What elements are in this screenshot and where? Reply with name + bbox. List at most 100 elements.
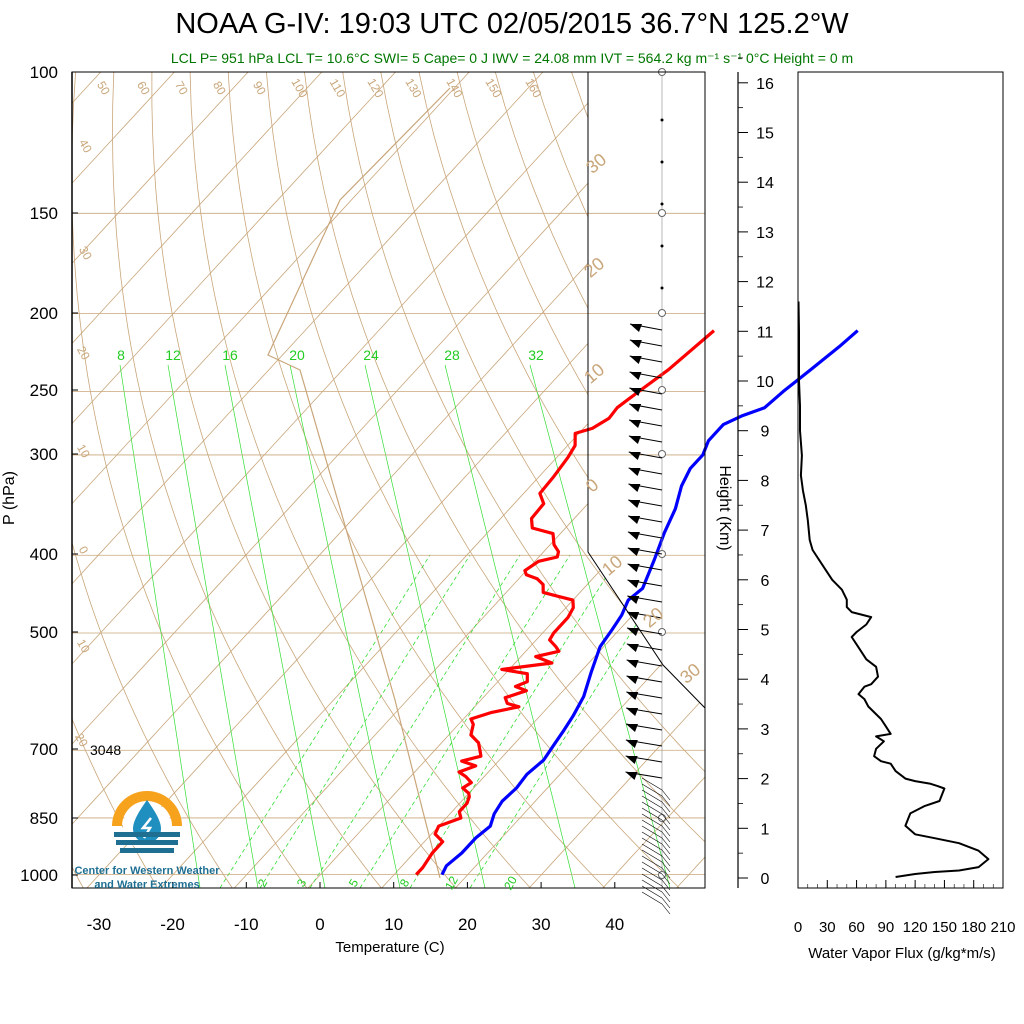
isotherm-line [72,135,705,825]
height-tick-label: 10 [756,374,774,391]
height-tick-label: 14 [756,175,774,192]
wind-barb-flag [627,596,640,604]
wind-barb-flag [629,372,642,380]
mixing-ratio-line [259,554,471,888]
wind-barb-flag [628,500,641,508]
isohume-line [119,364,201,888]
height-tick-label: 15 [756,126,774,143]
mixing-ratio-label: 2 [255,876,271,889]
p-tick-label: 850 [30,809,58,828]
wvf-tick-label: 150 [932,919,957,936]
logo-org-line1: Center for Western Weather [74,865,220,877]
mixing-ratio-line [219,554,431,888]
mixing-ratio-line [409,554,621,888]
wind-barb-low [641,837,663,851]
barb-calm-circle [658,450,666,458]
cw3e-logo: Center for Western Weather and Water Ext… [74,791,220,891]
dry-adiabat-line [72,717,159,888]
mixing-ratio-line [309,554,521,888]
dry-adiabat-line [839,72,1024,892]
dry-adiabat-line [418,72,705,633]
barb-calm-circle [658,628,666,636]
height-annotation: 3048 [90,742,121,758]
isohume-line [167,364,259,888]
wind-barb-flag [625,740,638,748]
p-tick-label: 400 [30,545,58,564]
t-tick-label: 0 [315,915,324,934]
wind-barb-low [641,855,663,869]
wind-barb-low [641,849,663,863]
t-tick-label: -10 [234,915,259,934]
dry-adiabat-line [72,72,308,888]
wind-barb-low [641,891,663,905]
dry-adiabat-label: 60 [134,79,153,98]
dry-adiabat-label: 20 [74,344,93,363]
wind-barb-low [641,819,663,833]
mixing-ratio-line [469,554,681,888]
height-tick-label: 3 [761,722,770,739]
t-tick-label: 40 [605,915,624,934]
wind-barb-low [641,789,663,803]
wind-barb-low [641,873,663,887]
wind-barb-low [641,831,663,845]
wind-barb-low [661,855,671,867]
isotherm-line [307,455,705,888]
chart-subtitle: LCL P= 951 hPa LCL T= 10.6°C SWI= 5 Cape… [170,50,854,66]
t-tick-label: -20 [160,915,185,934]
dry-adiabat-label: 40 [76,137,95,156]
wind-barb-low [661,819,671,831]
wind-barb-low [641,843,663,857]
wind-barb-low [661,825,671,837]
barb-calm-circle [658,209,666,217]
wind-barb-flag [628,516,641,524]
height-tick-label: 5 [761,623,770,640]
wind-barb-low [641,801,663,815]
dry-adiabat-line [342,72,705,773]
barb-calm-circle [658,386,666,394]
dry-adiabat-line [227,72,606,888]
wind-barb-low [661,867,671,879]
wind-barb-low [641,777,663,791]
wind-barb-flag [629,388,642,396]
background-lines [72,72,1024,892]
dry-adiabat-label: 30 [76,244,95,263]
dry-adiabat-line [266,72,680,888]
dry-adiabat-label: 0 [76,544,92,557]
logo-sun-arc [112,791,182,826]
water-vapor-flux-line [797,301,990,878]
mixing-ratio-label: 12 [442,873,461,892]
isohume-line [289,364,401,888]
chart-title: NOAA G-IV: 19:03 UTC 02/05/2015 36.7°N 1… [175,8,849,40]
height-tick-label: 4 [761,672,770,689]
wind-barb-flag [625,756,638,764]
wind-barb-low [641,861,663,875]
wind-barb-low [661,891,671,903]
p-tick-label: 700 [30,740,58,759]
wind-barb-flag [630,324,642,332]
wind-barb-flag [629,404,642,412]
wind-barb-flag [626,660,639,668]
p-tick-label: 300 [30,445,58,464]
wind-barb-flag [628,452,641,460]
dry-adiabat-line [151,72,457,888]
p-tick-label: 150 [30,204,58,223]
wvf-tick-label: 30 [819,919,836,936]
t-tick-label: 10 [384,915,403,934]
p-axis-label: P (hPa) [1,471,18,525]
logo-water-band-3 [120,848,174,853]
dry-adiabat-line [112,72,382,888]
height-axis-label: Height (Km) [716,465,733,550]
isohume-label: 32 [528,347,544,363]
wind-barb-low [661,831,671,843]
height-tick-label: 7 [761,523,770,540]
barb-dot [660,118,664,122]
wind-barb-low [641,795,663,809]
wind-barb-flag [629,356,642,364]
isotherm-line [72,72,249,264]
barb-dot [660,244,664,248]
dry-adiabat-label: 20 [72,731,91,750]
isohume-label: 8 [117,347,125,363]
wind-barb-flag [627,548,640,556]
dry-adiabat-label: 70 [172,79,191,98]
